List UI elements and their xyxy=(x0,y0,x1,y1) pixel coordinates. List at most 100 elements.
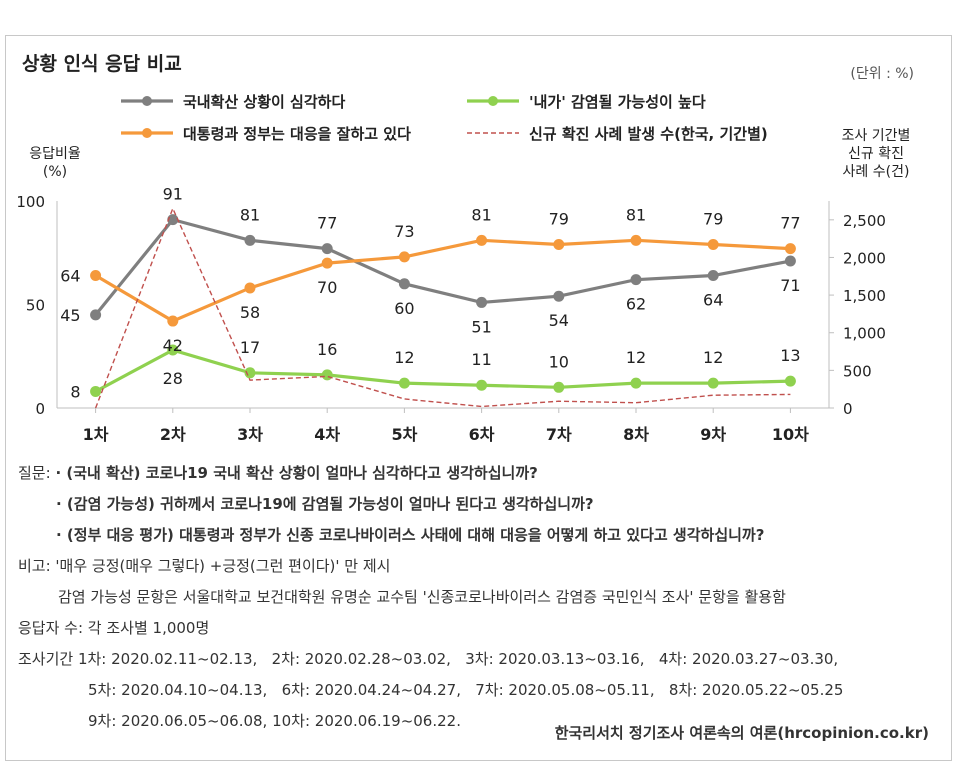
period-3: 9차: 2020.06.05~06.08, 10차: 2020.06.19~06… xyxy=(88,712,461,730)
remark-2: 감염 가능성 문항은 서울대학교 보건대학원 유명순 교수팀 '신종코로나바이러… xyxy=(58,588,786,606)
x-tick-label: 3차 xyxy=(237,425,263,444)
data-label: 71 xyxy=(780,276,800,295)
data-label: 73 xyxy=(394,222,414,241)
question-3-text: · (정부 대응 평가) 대통령과 정부가 신종 코로나바이러스 사태에 대해 … xyxy=(56,526,765,544)
legend-swatch-marker xyxy=(488,96,498,106)
right-tick-label: 0 xyxy=(843,400,853,418)
data-point xyxy=(707,377,719,389)
data-point xyxy=(398,251,410,263)
data-point xyxy=(707,270,719,282)
data-point xyxy=(784,255,796,267)
question-2-text: · (감염 가능성) 귀하께서 코로나19에 감염될 가능성이 얼마나 된다고 … xyxy=(56,495,594,513)
series-line-2 xyxy=(94,348,791,393)
question-3: · (정부 대응 평가) 대통령과 정부가 신종 코로나바이러스 사태에 대해 … xyxy=(18,520,948,551)
data-point xyxy=(553,238,565,250)
data-label: 12 xyxy=(394,348,414,367)
series-line-3 xyxy=(94,206,791,409)
data-point xyxy=(553,290,565,302)
data-label: 17 xyxy=(240,338,260,357)
series-line-0 xyxy=(94,217,791,316)
data-point xyxy=(321,243,333,255)
data-point xyxy=(553,381,565,393)
data-point xyxy=(90,385,102,397)
data-point xyxy=(784,243,796,255)
data-label: 42 xyxy=(163,336,183,355)
data-label: 64 xyxy=(703,291,723,310)
legend-label: 대통령과 정부는 대응을 잘하고 있다 xyxy=(183,125,411,143)
data-label: 28 xyxy=(163,369,183,388)
x-tick-label: 10차 xyxy=(772,425,809,444)
source-credit: 한국리서치 정기조사 여론속의 여론(hrcopinion.co.kr) xyxy=(554,724,929,742)
chart-title: 상황 인식 응답 비교 xyxy=(22,52,182,75)
data-label: 77 xyxy=(317,214,337,233)
x-tick-label: 5차 xyxy=(391,425,417,444)
remark-1: 비고: '매우 긍정(매우 그렇다) +긍정(그런 편이다)' 만 제시 xyxy=(18,557,391,575)
data-label: 81 xyxy=(240,205,260,224)
data-point xyxy=(784,375,796,387)
left-axis-title-2: (%) xyxy=(43,164,67,180)
data-label: 81 xyxy=(626,205,646,224)
x-tick-label: 7차 xyxy=(546,425,572,444)
sample-size: 응답자 수: 각 조사별 1,000명 xyxy=(18,619,210,637)
legend-label: 신규 확진 사례 발생 수(한국, 기간별) xyxy=(529,125,768,143)
data-label: 77 xyxy=(780,214,800,233)
data-point xyxy=(321,257,333,269)
left-tick-label: 100 xyxy=(16,193,45,211)
legend-swatch-marker xyxy=(142,128,152,138)
right-tick-label: 1,000 xyxy=(843,325,886,343)
data-label: 58 xyxy=(240,303,260,322)
right-axis-title-2: 신규 확진 xyxy=(848,146,904,162)
unit-note: (단위 : %) xyxy=(850,66,914,82)
data-label: 8 xyxy=(70,382,80,401)
data-label: 10 xyxy=(549,352,569,371)
right-tick-label: 2,500 xyxy=(843,212,886,230)
data-point xyxy=(244,282,256,294)
data-point xyxy=(90,309,102,321)
plot-area: 0 50 100 0 500 1,000 1,500 2,000 2,500 1차 2차 3차 4차 5차… xyxy=(16,185,886,444)
data-point xyxy=(630,274,642,286)
x-tick-label: 8차 xyxy=(623,425,649,444)
left-axis-title-1: 응답비율 xyxy=(29,146,81,162)
data-point xyxy=(321,369,333,381)
data-point xyxy=(707,238,719,250)
data-label: 79 xyxy=(703,209,723,228)
data-label: 54 xyxy=(549,311,569,330)
question-1: 질문: · (국내 확산) 코로나19 국내 확산 상황이 얼마나 심각하다고 … xyxy=(18,458,948,489)
data-label: 13 xyxy=(780,346,800,365)
data-label: 16 xyxy=(317,340,337,359)
left-tick-label: 0 xyxy=(35,400,45,418)
data-point xyxy=(476,296,488,308)
right-axis-title-1: 조사 기간별 xyxy=(842,128,911,144)
right-tick-label: 2,000 xyxy=(843,249,886,267)
data-label: 60 xyxy=(394,299,414,318)
x-tick-label: 6차 xyxy=(469,425,495,444)
data-label: 11 xyxy=(471,350,491,369)
data-point xyxy=(167,315,179,327)
data-point xyxy=(90,270,102,282)
data-label: 51 xyxy=(471,317,491,336)
question-label: 질문: xyxy=(18,464,51,482)
x-tick-label: 4차 xyxy=(314,425,340,444)
data-point xyxy=(630,377,642,389)
period-1: 조사기간 1차: 2020.02.11~02.13, 2차: 2020.02.2… xyxy=(18,650,839,668)
data-label: 70 xyxy=(317,278,337,297)
right-tick-label: 500 xyxy=(843,362,872,380)
notes: 질문: · (국내 확산) 코로나19 국내 확산 상황이 얼마나 심각하다고 … xyxy=(18,458,948,737)
data-point xyxy=(398,278,410,290)
data-label: 79 xyxy=(549,209,569,228)
data-label: 12 xyxy=(626,348,646,367)
data-label: 91 xyxy=(163,185,183,204)
x-tick-label: 1차 xyxy=(83,425,109,444)
data-point xyxy=(167,214,179,226)
x-tick-label: 9차 xyxy=(700,425,726,444)
data-point xyxy=(244,234,256,246)
right-axis-title-3: 사례 수(건) xyxy=(843,164,910,180)
data-point xyxy=(476,234,488,246)
data-label: 12 xyxy=(703,348,723,367)
data-label: 81 xyxy=(471,205,491,224)
legend-swatch-marker xyxy=(142,96,152,106)
data-point xyxy=(167,344,179,356)
x-tick-label: 2차 xyxy=(160,425,186,444)
